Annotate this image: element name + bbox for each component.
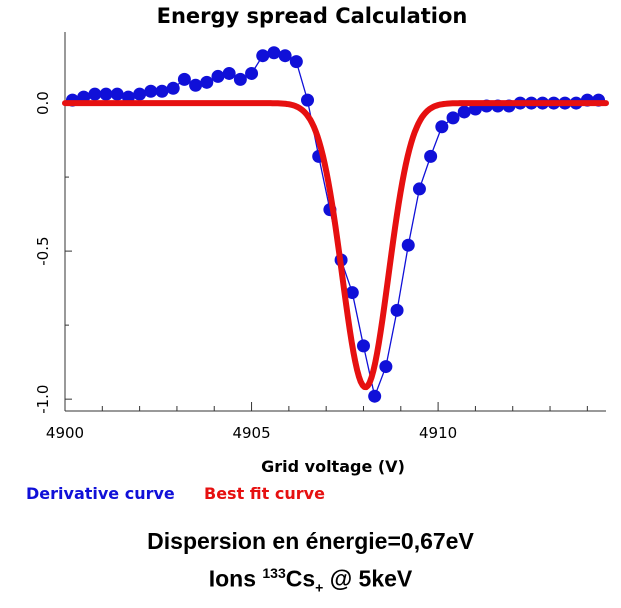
derivative-data-point [189,78,203,92]
y-ticks: 0.0 -0.5 -1.0 [34,91,72,414]
derivative-data-point [200,75,214,89]
derivative-data-point [356,339,370,353]
x-ticks: 4900 4905 4910 [46,402,588,442]
derivative-data-point [345,286,359,300]
derivative-data-point [155,84,169,98]
derivative-data-point [278,49,292,63]
ions-caption: Ions 133Cs+ @ 5keV [0,565,621,595]
isotope-mass-number: 133 [262,565,286,581]
x-axis-label: Grid voltage (V) [261,457,405,476]
legend-derivative-curve: Derivative curve [26,484,175,503]
derivative-data-point [211,69,225,83]
ions-prefix: Ions [208,565,263,592]
series-layer [62,46,609,403]
derivative-data-point [435,120,449,134]
ions-suffix: @ 5keV [323,565,413,592]
derivative-data-point [446,111,460,125]
derivative-data-point [99,87,113,101]
derivative-data-point [245,66,259,80]
derivative-data-point [144,84,158,98]
derivative-data-point [412,182,426,196]
derivative-data-point [401,238,415,252]
derivative-data-point [166,81,180,95]
ion-charge: + [315,579,324,596]
energy-spread-chart: Energy spread Calculation 4900 4905 4910 0… [26,4,609,503]
x-tick-label: 4910 [419,424,457,442]
y-tick-label: 0.0 [34,91,52,115]
legend-best-fit-curve: Best fit curve [204,484,325,503]
derivative-data-point [177,72,191,86]
derivative-data-point [424,149,438,163]
derivative-data-point [222,66,236,80]
y-tick-label: -0.5 [34,236,52,265]
best-fit-curve-line [62,100,609,391]
derivative-data-point [457,105,471,119]
derivative-data-point [379,360,393,374]
energy-dispersion-caption: Dispersion en énergie=0,67eV [147,528,474,554]
derivative-data-point [88,87,102,101]
element-symbol: Cs [285,565,316,592]
chart-title: Energy spread Calculation [157,4,468,28]
derivative-data-point [267,46,281,60]
derivative-data-point [301,93,315,107]
derivative-data-point [368,389,382,403]
derivative-data-point [256,49,270,63]
derivative-data-point [289,55,303,69]
x-tick-label: 4900 [46,424,84,442]
y-tick-label: -1.0 [34,385,52,414]
derivative-data-point [110,87,124,101]
x-tick-label: 4905 [232,424,270,442]
derivative-data-point [233,72,247,86]
derivative-data-point [133,87,147,101]
derivative-data-point [390,303,404,317]
